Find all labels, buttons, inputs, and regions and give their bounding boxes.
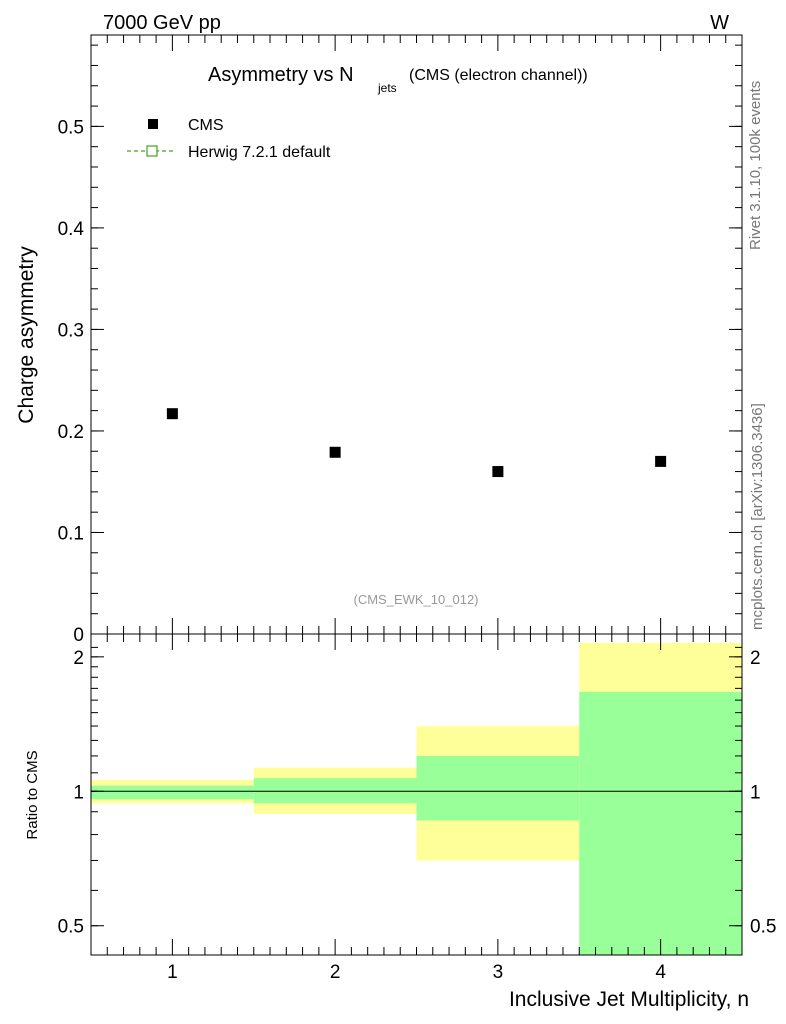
ratio-y-tick-label: 0.5 [58,917,84,938]
x-axis-label: Inclusive Jet Multiplicity, n [509,988,749,1011]
legend-cms-marker [148,119,158,129]
chart-title-tail: (CMS (electron channel)) [409,67,588,84]
main-panel: Asymmetry vs N jets (CMS (electron chann… [15,34,743,646]
legend-herwig-label: Herwig 7.2.1 default [188,144,331,161]
data-points [166,408,667,478]
x-tick-label: 4 [655,962,666,983]
y-axis-label: Charge asymmetry [15,246,38,424]
x-tick-label: 2 [330,962,341,983]
ratio-y-axis-label: Ratio to CMS [24,750,41,839]
energy-label: 7000 GeV pp [103,12,221,34]
ratio-y-tick-label-right: 2 [750,648,761,669]
ratio-y-tick-label-right: 1 [750,782,761,803]
data-point-cms [655,455,667,467]
y-tick-label: 0.3 [58,320,84,341]
y-tick-label: 0 [73,625,84,646]
ratio-frame [90,633,743,956]
legend-cms-label: CMS [188,117,224,134]
mcplots-label: mcplots.cern.ch [arXiv:1306.3436] [749,403,766,630]
chart-title-subscript: jets [377,81,397,95]
stat-uncertainty-band [416,755,580,821]
ratio-y-tick-label: 2 [73,648,84,669]
stat-uncertainty-band [253,778,417,804]
analysis-id: (CMS_EWK_10_012) [354,592,479,607]
x-ticks: 1 2 3 4 [90,35,743,983]
x-tick-label: 3 [493,962,504,983]
data-point-cms [492,466,504,478]
x-tick-label: 1 [167,962,178,983]
chart-title-main: Asymmetry vs N [208,64,354,86]
data-point-cms [166,408,178,420]
ratio-y-tick-label-right: 0.5 [750,917,776,938]
ratio-bands [91,642,742,955]
stat-uncertainty-band [91,785,254,800]
ratio-y-tick-label: 1 [73,782,84,803]
process-label: W [710,12,729,34]
y-tick-label: 0.5 [58,117,84,138]
legend-herwig-marker [146,145,158,157]
main-y-ticks: 0 0.1 0.2 0.3 0.4 0.5 [58,44,742,646]
ratio-y-ticks: 0.5 0.5 1 1 2 2 [58,646,776,938]
y-tick-label: 0.2 [58,422,84,443]
data-point-cms [329,446,341,458]
ratio-panel: 0.5 0.5 1 1 2 2 1 2 3 4 Ratio to CMS Inclusive J… [24,35,776,1011]
y-tick-label: 0.4 [58,219,85,240]
rivet-label: Rivet 3.1.10, 100k events [747,81,764,250]
y-tick-label: 0.1 [58,523,84,544]
stat-uncertainty-band [579,691,742,955]
